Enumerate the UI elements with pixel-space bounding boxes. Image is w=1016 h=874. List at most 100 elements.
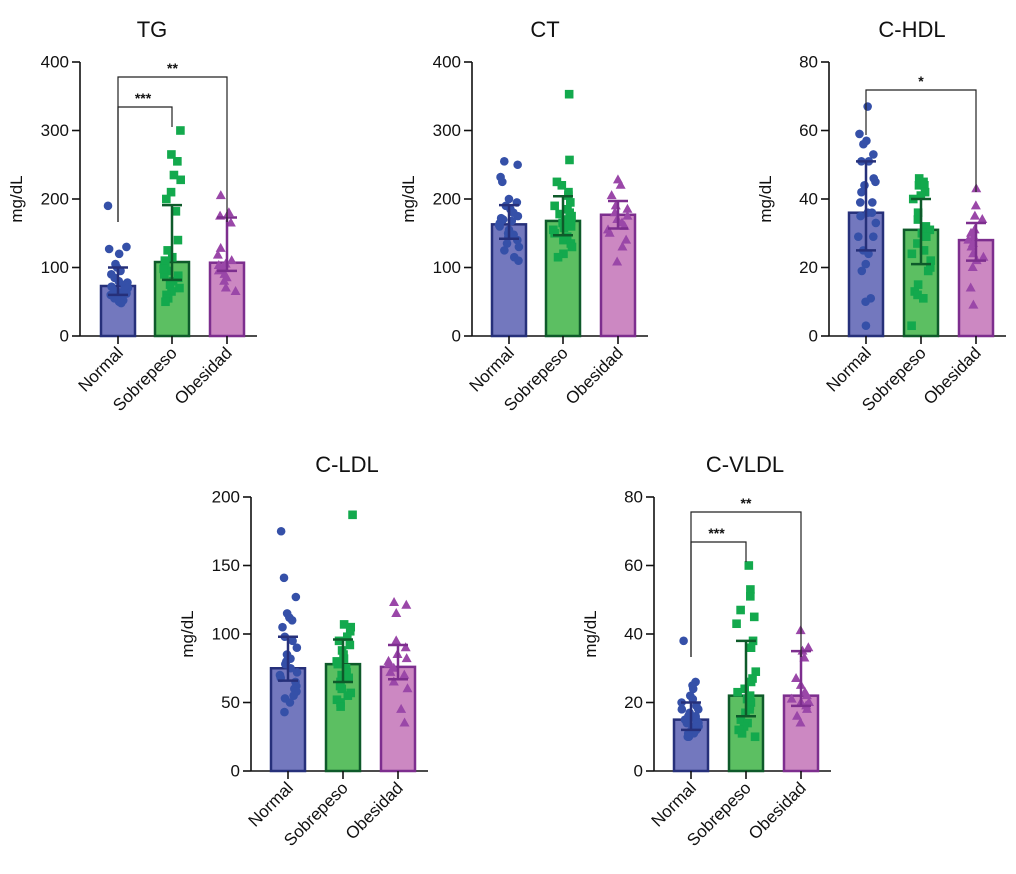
y-axis-label: mg/dL	[178, 610, 197, 657]
chart-tg: TGmg/dL0100200300400NormalSobrepesoObesi…	[7, 17, 257, 415]
y-tick-label: 80	[624, 487, 643, 506]
data-point-obesidad	[402, 683, 413, 693]
data-point-normal	[104, 244, 114, 254]
significance-bracket: **	[690, 495, 802, 657]
data-point-normal	[857, 266, 867, 276]
data-point-normal	[853, 232, 863, 241]
data-point-sobrepeso	[737, 729, 747, 738]
data-point-sobrepeso	[165, 280, 175, 289]
data-point-sobrepeso	[176, 126, 185, 135]
data-point-sobrepeso	[173, 157, 182, 166]
significance-bracket: **	[117, 60, 228, 222]
data-point-obesidad	[226, 255, 237, 265]
data-point-sobrepeso	[337, 684, 347, 694]
data-point-obesidad	[215, 242, 226, 252]
data-point-normal	[513, 211, 523, 221]
data-point-sobrepeso	[173, 235, 183, 245]
y-tick-label: 400	[433, 52, 461, 71]
data-point-normal	[514, 242, 524, 252]
significance-bracket: ***	[690, 525, 747, 657]
data-point-sobrepeso	[918, 294, 928, 303]
data-point-sobrepeso	[343, 691, 353, 700]
data-point-normal	[499, 157, 509, 166]
data-point-obesidad	[786, 693, 797, 703]
data-point-sobrepeso	[567, 211, 576, 221]
data-point-normal	[279, 573, 289, 583]
data-point-sobrepeso	[919, 246, 929, 255]
data-point-obesidad	[391, 607, 402, 617]
y-tick-label: 300	[433, 121, 461, 140]
data-point-obesidad	[801, 703, 812, 713]
bar-normal	[847, 211, 885, 338]
data-point-sobrepeso	[550, 228, 559, 238]
y-tick-label: 50	[221, 693, 240, 712]
x-tick-label: Obesidad	[745, 778, 810, 843]
data-point-sobrepeso	[913, 208, 923, 217]
data-point-obesidad	[383, 658, 394, 668]
data-point-sobrepeso	[173, 271, 183, 281]
chart-c-vldl: C-VLDLmg/dL020406080NormalSobrepesoObesi…	[581, 452, 831, 850]
error-bar-normal	[108, 266, 128, 297]
data-point-normal	[864, 249, 873, 259]
data-point-sobrepeso	[736, 605, 745, 615]
data-point-normal	[103, 201, 113, 211]
data-point-normal	[502, 239, 512, 248]
data-point-sobrepeso	[342, 632, 352, 642]
significance-label: ***	[135, 90, 152, 106]
data-point-sobrepeso	[557, 181, 567, 190]
data-point-obesidad	[219, 275, 230, 285]
y-tick-label: 20	[624, 693, 643, 712]
data-point-obesidad	[617, 241, 628, 251]
y-tick-label: 100	[41, 258, 69, 277]
data-point-obesidad	[622, 203, 633, 213]
data-point-normal	[683, 732, 693, 742]
data-point-obesidad	[225, 217, 236, 227]
chart-c-ldl: C-LDLmg/dL050100150200NormalSobrepesoObe…	[178, 452, 428, 850]
chart-title: C-VLDL	[706, 452, 784, 477]
data-point-normal	[292, 643, 302, 652]
data-point-normal	[861, 259, 871, 269]
data-point-obesidad	[622, 210, 633, 220]
y-tick-label: 0	[60, 326, 69, 345]
data-point-obesidad	[212, 249, 223, 259]
data-point-normal	[861, 297, 870, 307]
error-bar-normal	[499, 203, 519, 240]
y-tick-label: 80	[799, 52, 818, 71]
data-point-obesidad	[400, 642, 411, 652]
data-point-sobrepeso	[334, 636, 344, 646]
data-point-sobrepeso	[744, 561, 754, 570]
error-bar-sobrepeso	[736, 639, 756, 718]
significance-label: *	[918, 73, 924, 89]
error-bar-normal	[681, 701, 701, 732]
data-point-sobrepeso	[167, 287, 176, 296]
data-point-sobrepeso	[907, 249, 917, 259]
data-point-sobrepeso	[163, 246, 172, 255]
data-point-obesidad	[966, 241, 977, 251]
data-point-sobrepeso	[342, 668, 351, 677]
data-point-normal	[122, 242, 131, 252]
data-point-normal	[863, 102, 872, 111]
bar-obesidad	[208, 261, 246, 338]
y-tick-label: 40	[799, 189, 818, 208]
data-point-sobrepeso	[162, 194, 171, 204]
data-point-sobrepeso	[751, 667, 761, 676]
data-point-normal	[868, 198, 877, 207]
data-point-sobrepeso	[566, 222, 576, 231]
data-point-obesidad	[391, 635, 402, 645]
data-point-normal	[871, 177, 880, 187]
x-tick-label: Obesidad	[920, 343, 985, 408]
data-point-sobrepeso	[921, 232, 931, 241]
y-tick-label: 100	[433, 258, 461, 277]
data-point-normal	[691, 711, 700, 721]
data-point-obesidad	[970, 200, 981, 210]
data-point-obesidad	[396, 703, 407, 713]
data-point-sobrepeso	[746, 592, 755, 601]
y-axis-label: mg/dL	[581, 610, 600, 657]
data-point-obesidad	[389, 596, 400, 606]
data-point-normal	[287, 616, 297, 625]
data-point-sobrepeso	[565, 155, 574, 165]
data-point-normal	[869, 150, 878, 159]
data-point-sobrepeso	[926, 256, 936, 265]
y-tick-label: 150	[212, 556, 240, 575]
